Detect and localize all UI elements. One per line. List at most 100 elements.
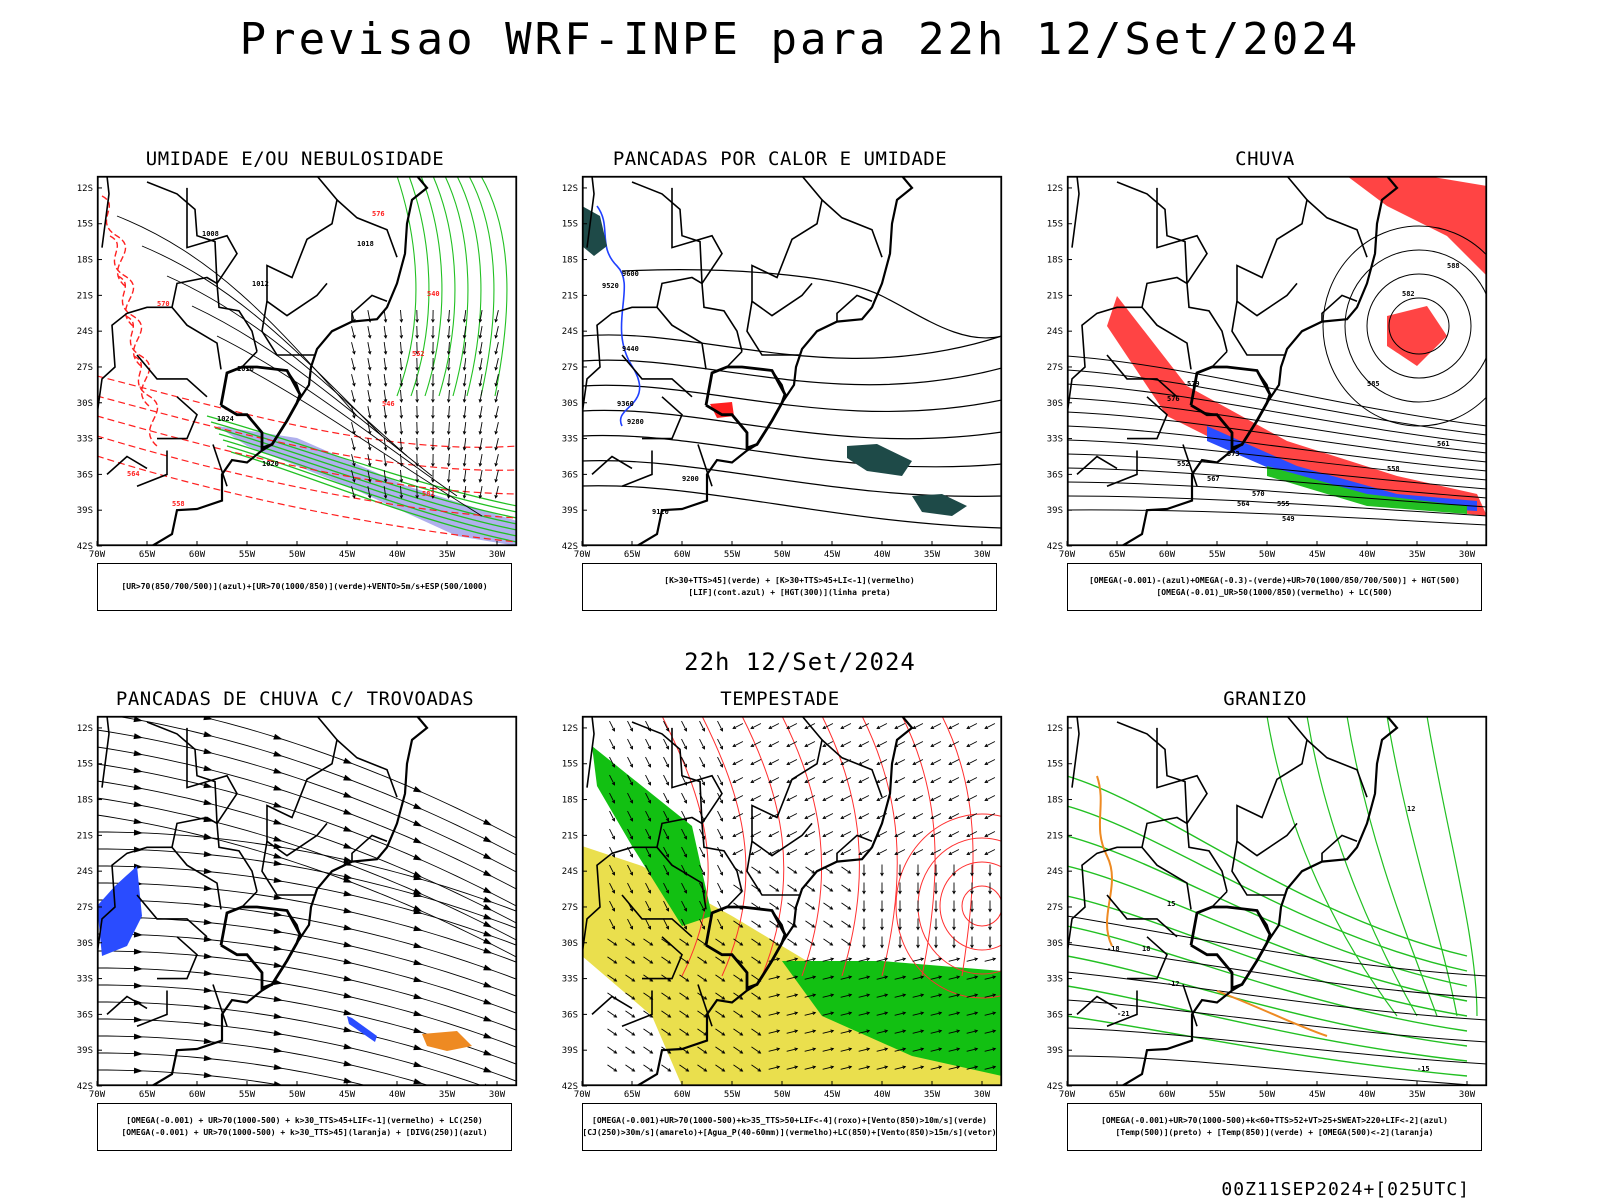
wind-vector bbox=[769, 938, 779, 946]
vector-head bbox=[750, 743, 755, 748]
lc250-streamline bbox=[97, 1018, 485, 1086]
wind-vector bbox=[400, 405, 402, 419]
vector-head bbox=[667, 1032, 672, 1036]
streamline-arrow bbox=[413, 803, 423, 810]
wind-vector bbox=[786, 976, 798, 980]
wind-vector bbox=[822, 1012, 834, 1016]
temp500-black-contour bbox=[1067, 1027, 1487, 1065]
lat-tick-label: 36S bbox=[562, 1010, 578, 1020]
vector-head bbox=[399, 463, 404, 467]
lon-tick-label: 60W bbox=[1159, 1090, 1176, 1100]
border-line bbox=[1156, 187, 1208, 284]
wind-vector bbox=[607, 938, 617, 946]
vector-head bbox=[431, 351, 435, 355]
vector-head bbox=[804, 851, 809, 856]
vector-head bbox=[478, 462, 483, 467]
lat-tick-label: 18S bbox=[1047, 796, 1063, 806]
vector-head bbox=[721, 942, 726, 946]
wind-vector bbox=[930, 795, 942, 801]
wind-vector bbox=[858, 759, 870, 765]
wind-vector bbox=[876, 849, 888, 855]
streamline-arrow bbox=[133, 1050, 143, 1057]
vector-head bbox=[629, 853, 634, 858]
wind-vector bbox=[383, 341, 387, 355]
vector-head bbox=[804, 815, 809, 820]
streamline-arrow bbox=[273, 877, 283, 884]
wind-vector bbox=[786, 1066, 798, 1070]
vector-head bbox=[974, 957, 979, 962]
border-line bbox=[1306, 199, 1368, 258]
footer-run-info: 00Z11SEP2024+[025UTC] bbox=[1221, 1179, 1470, 1200]
wind-vector bbox=[367, 422, 371, 434]
vector-head bbox=[898, 908, 902, 913]
streamline-arrow bbox=[273, 1013, 283, 1020]
wind-vector bbox=[751, 1046, 761, 1054]
vector-head bbox=[367, 382, 372, 387]
vector-head bbox=[840, 743, 845, 748]
wind-vector bbox=[479, 390, 483, 402]
lc250-streamline bbox=[97, 746, 517, 890]
humidity-green-contour bbox=[408, 176, 430, 397]
streamline-arrow bbox=[203, 902, 213, 909]
vector-head bbox=[768, 833, 773, 838]
wind-vector bbox=[912, 741, 924, 747]
lon-tick-label: 50W bbox=[774, 550, 791, 560]
wind-vector bbox=[966, 813, 978, 819]
border-line bbox=[1106, 354, 1178, 398]
lat-tick-label: 24S bbox=[1047, 867, 1063, 877]
border-line bbox=[1186, 823, 1228, 892]
wind-vector bbox=[858, 777, 870, 783]
vector-head bbox=[399, 495, 404, 499]
coastline bbox=[636, 716, 914, 1086]
vector-head bbox=[685, 1050, 690, 1054]
border-line bbox=[836, 294, 873, 322]
border-line bbox=[1106, 990, 1138, 1028]
vector-head bbox=[866, 957, 871, 962]
vector-head bbox=[786, 833, 791, 838]
vector-head bbox=[667, 1050, 672, 1054]
vector-head bbox=[415, 495, 419, 499]
vector-head bbox=[478, 430, 483, 435]
lon-tick-label: 65W bbox=[1109, 550, 1126, 560]
wind-vector bbox=[786, 795, 798, 801]
vector-head bbox=[352, 334, 356, 339]
vector-head bbox=[848, 1065, 853, 1070]
lat-tick-label: 42S bbox=[562, 542, 578, 552]
streamline-arrow bbox=[483, 964, 493, 971]
lat-tick-label: 15S bbox=[1047, 220, 1063, 230]
streamline-arrow bbox=[483, 1152, 492, 1158]
wind-vector bbox=[463, 405, 467, 419]
vector-head bbox=[613, 1014, 618, 1018]
wind-vector bbox=[645, 918, 651, 930]
wind-vector bbox=[699, 774, 705, 786]
contour-label: -15 bbox=[1417, 1065, 1430, 1073]
vector-head bbox=[894, 725, 899, 730]
wind-vector bbox=[367, 486, 371, 498]
vector-head bbox=[862, 908, 866, 913]
streamline-arrow bbox=[343, 907, 353, 914]
wind-vector bbox=[351, 422, 355, 434]
lon-tick-label: 50W bbox=[289, 1090, 306, 1100]
vector-head bbox=[984, 761, 989, 766]
wind-vector bbox=[351, 326, 355, 338]
lat-tick-label: 33S bbox=[77, 975, 93, 985]
wind-vector bbox=[750, 795, 762, 801]
wind-vector bbox=[768, 759, 780, 765]
vector-head bbox=[804, 725, 809, 730]
vector-head bbox=[431, 495, 435, 499]
vector-head bbox=[431, 335, 435, 339]
vector-head bbox=[701, 763, 706, 768]
streamline-arrow bbox=[203, 1038, 213, 1045]
wind-vector bbox=[732, 831, 744, 837]
coastline bbox=[636, 176, 914, 546]
wind-vector bbox=[697, 1046, 707, 1054]
vector-head bbox=[984, 815, 989, 820]
vector-head bbox=[462, 430, 467, 435]
vector-head bbox=[912, 779, 917, 784]
vector-head bbox=[984, 743, 989, 748]
vector-head bbox=[934, 890, 938, 895]
vector-head bbox=[683, 853, 688, 858]
contour-label: 579 bbox=[1187, 380, 1200, 388]
streamline-arrow bbox=[203, 936, 213, 943]
